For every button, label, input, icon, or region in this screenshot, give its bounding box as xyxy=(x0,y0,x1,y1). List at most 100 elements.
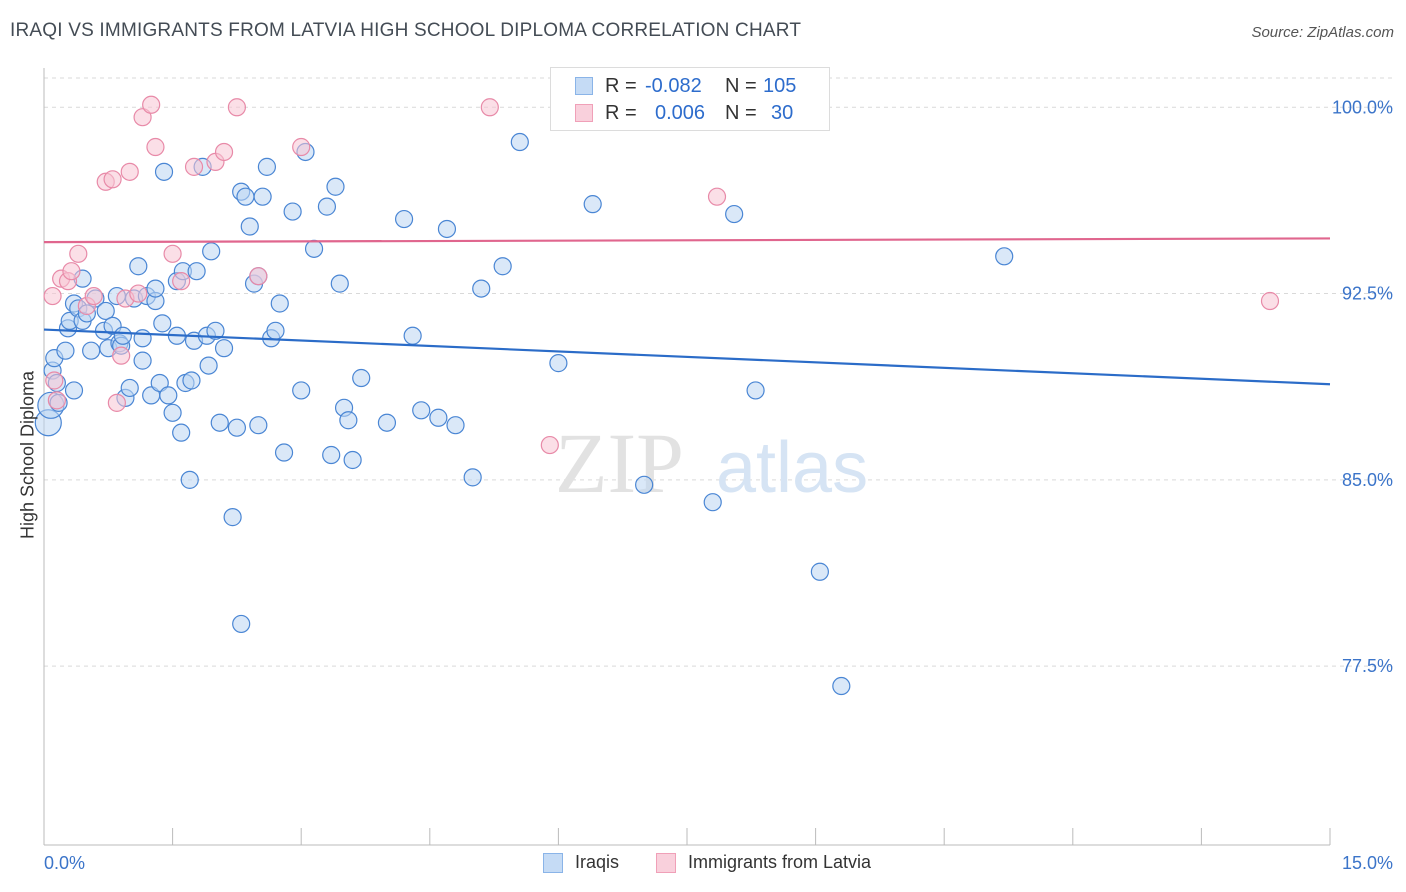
iraqis-point xyxy=(725,204,744,224)
iraqis-point xyxy=(377,413,397,432)
iraqis-point xyxy=(96,301,115,321)
legend-swatch-latvia xyxy=(575,104,593,122)
iraqis-point xyxy=(472,279,491,298)
grid-lines xyxy=(44,77,1395,667)
iraqis-point xyxy=(274,443,294,462)
iraqis-point xyxy=(129,257,148,276)
watermark-atlas: atlas xyxy=(716,428,868,508)
iraqis-point xyxy=(493,257,512,276)
iraqis-point xyxy=(150,373,169,393)
iraqis-point xyxy=(232,614,251,634)
y-tick-labels: 77.5% 85.0% 92.5% 100.0% xyxy=(1332,97,1393,676)
iraqis-point xyxy=(210,413,229,432)
y-tick-label: 85.0% xyxy=(1342,470,1393,490)
legend-r-value-latvia: 0.006 xyxy=(655,101,706,124)
legend-r-label: R = xyxy=(605,101,637,124)
trend-lines xyxy=(43,237,1331,386)
iraqis-point xyxy=(133,329,152,348)
legend-n-value-latvia: 30 xyxy=(771,101,794,124)
iraqis-point xyxy=(266,321,285,340)
iraqis-point xyxy=(283,202,302,221)
iraqis-point xyxy=(187,262,206,281)
legend-row-latvia: R = 0.006 N = 30 xyxy=(575,100,793,126)
iraqis-point xyxy=(257,157,277,176)
iraqis-point xyxy=(317,197,337,216)
iraqis-point xyxy=(330,274,349,293)
latvia-point xyxy=(184,157,204,176)
iraqis-point xyxy=(703,493,722,512)
source-label: Source: ZipAtlas.com xyxy=(1251,24,1394,41)
latvia-point xyxy=(480,98,499,117)
y-tick-label: 77.5% xyxy=(1342,656,1393,676)
y-tick-label: 100.0% xyxy=(1332,97,1393,117)
series-iraqis-points xyxy=(34,132,1014,696)
legend-n-label: N = xyxy=(725,101,757,124)
latvia-point xyxy=(146,137,165,157)
iraqis-point xyxy=(120,378,139,398)
iraqis-point xyxy=(437,219,457,239)
iraqis-point xyxy=(82,341,101,360)
iraqis-point xyxy=(810,562,829,581)
iraqis-point xyxy=(403,326,422,345)
iraqis-point xyxy=(153,314,172,333)
latvia-point xyxy=(1260,291,1280,311)
latvia-point xyxy=(707,187,727,206)
legend-n-label: N = xyxy=(725,74,757,97)
x-tick-label: 0.0% xyxy=(44,853,85,873)
latvia-point xyxy=(142,95,161,114)
iraqis-point xyxy=(746,381,765,400)
iraqis-point xyxy=(463,468,482,487)
iraqis-point xyxy=(56,341,75,360)
series-legend-latvia: Immigrants from Latvia xyxy=(656,852,871,873)
iraqis-point xyxy=(64,381,84,400)
iraqis-point xyxy=(510,132,529,152)
iraqis-point xyxy=(339,411,358,430)
iraqis-point xyxy=(146,279,165,298)
latvia-point xyxy=(69,244,88,263)
iraqis-point xyxy=(202,242,221,261)
x-tick-label: 15.0% xyxy=(1342,853,1393,873)
latvia-point xyxy=(249,267,268,286)
trend-line-latvia xyxy=(43,237,1331,244)
iraqis-point xyxy=(394,209,414,229)
y-tick-label: 92.5% xyxy=(1342,284,1393,304)
iraqis-point xyxy=(199,356,218,375)
iraqis-point xyxy=(635,475,654,494)
latvia-point xyxy=(292,137,311,157)
latvia-point xyxy=(62,262,81,281)
iraqis-point xyxy=(995,247,1014,266)
latvia-point xyxy=(172,272,191,291)
legend-r-label: R = xyxy=(605,74,637,97)
latvia-point xyxy=(163,244,182,263)
iraqis-point xyxy=(113,326,132,345)
watermark-zip: ZIP xyxy=(555,415,684,511)
iraqis-point xyxy=(133,351,152,370)
iraqis-point xyxy=(214,339,234,358)
trend-line-iraqis xyxy=(43,328,1331,386)
series-legend-iraqis: Iraqis xyxy=(543,852,619,873)
iraqis-point xyxy=(227,418,246,437)
series-label-iraqis: Iraqis xyxy=(575,852,620,872)
iraqis-point xyxy=(270,294,289,313)
iraqis-point xyxy=(322,445,341,465)
y-axis-label: High School Diploma xyxy=(17,370,38,540)
iraqis-point xyxy=(180,470,199,489)
latvia-point xyxy=(120,162,139,181)
iraqis-point xyxy=(253,187,272,206)
iraqis-point xyxy=(163,403,182,422)
series-swatch-iraqis xyxy=(543,852,563,873)
iraqis-point xyxy=(249,416,268,435)
axes xyxy=(43,68,1331,846)
series-latvia-points xyxy=(43,95,1280,455)
legend-r-value-iraqis: -0.082 xyxy=(645,74,702,97)
iraqis-point xyxy=(549,354,568,373)
series-swatch-latvia xyxy=(656,852,676,873)
latvia-point xyxy=(540,435,559,455)
latvia-point xyxy=(129,284,148,303)
iraqis-point xyxy=(326,177,345,196)
latvia-point xyxy=(43,286,62,306)
iraqis-point xyxy=(352,368,371,388)
iraqis-point xyxy=(292,381,311,400)
latvia-point xyxy=(227,98,246,117)
